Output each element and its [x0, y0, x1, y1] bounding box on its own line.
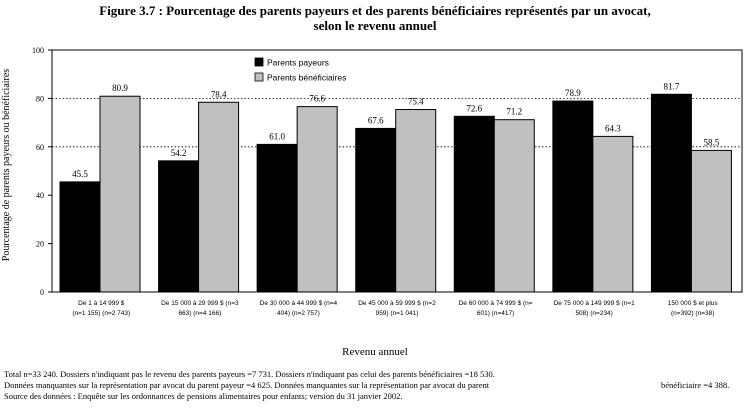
x-tick-label-1-line-2: (n=1 155) (n=2 743)	[72, 310, 130, 317]
x-tick-label-3-line-2: 404) (n=2 757)	[277, 310, 320, 317]
y-tick-label-40: 40	[36, 191, 44, 200]
footnote-missing-text: Données manquantes sur la représentation…	[4, 380, 490, 390]
data-label-beneficiaires-6: 64.3	[605, 123, 621, 133]
bar-payeurs-3	[256, 143, 298, 293]
x-tick-label-1-line-1: De 1 à 14 999 $	[78, 300, 125, 307]
y-tick-label-60: 60	[36, 143, 44, 152]
chart-title-line-1: Figure 3.7 : Pourcentage des parents pay…	[99, 3, 651, 18]
footnotes: Total n=33 240. Dossiers n'indiquant pas…	[4, 369, 746, 402]
data-label-beneficiaires-7: 58.5	[704, 137, 720, 147]
x-tick-label-6-line-2: 508) (n=234)	[575, 310, 612, 317]
data-label-beneficiaires-3: 76.6	[309, 94, 325, 104]
data-label-payeurs-5: 72.6	[466, 103, 482, 113]
bar-payeurs-6	[552, 100, 594, 293]
bar-beneficiaires-7	[690, 149, 732, 293]
bar-payeurs-2	[158, 160, 200, 293]
data-label-payeurs-6: 78.9	[565, 88, 581, 98]
data-label-beneficiaires-5: 71.2	[506, 107, 522, 117]
footnote-missing: Données manquantes sur la représentation…	[4, 380, 746, 391]
x-tick-label-7-line-2: (n=392) (n=38)	[671, 310, 714, 317]
y-tick-label-0: 0	[40, 288, 44, 297]
bar-beneficiaires-2	[198, 101, 240, 293]
bar-payeurs-4	[355, 127, 397, 293]
x-tick-label-4-line-2: 959) (n=1 041)	[376, 310, 419, 317]
x-tick-label-6-line-1: De 75 000 à 149 999 $ (n=1	[554, 300, 636, 307]
legend-label-payeurs: Parents payeurs	[267, 58, 329, 68]
x-tick-label-7-line-1: 150 000 $ et plus	[668, 300, 719, 307]
data-label-payeurs-1: 45.5	[72, 169, 88, 179]
x-tick-label-2-line-2: 663) (n=4 166)	[178, 310, 221, 317]
footnote-missing-tail: bénéficiaire =4 388.	[661, 380, 730, 390]
data-label-payeurs-2: 54.2	[171, 148, 187, 158]
x-tick-label-3-line-1: De 30 000 à 44 999 $ (n=4	[260, 300, 338, 307]
y-tick-label-20: 20	[36, 240, 44, 249]
x-tick-label-5-line-1: De 60 000 à 74 999 $ (n=	[459, 300, 533, 307]
x-tick-label-5-line-2: 601) (n=417)	[477, 310, 514, 317]
x-tick-label-4-line-1: De 45 000 à 59 999 $ (n=2	[358, 300, 436, 307]
x-axis-label: Revenu annuel	[342, 346, 408, 358]
bar-beneficiaires-3	[296, 106, 338, 293]
legend-swatch-payeurs	[254, 57, 264, 67]
data-label-payeurs-4: 67.6	[368, 115, 384, 125]
data-label-payeurs-7: 81.7	[664, 81, 680, 91]
bar-beneficiaires-1	[99, 95, 141, 293]
y-tick-label-80: 80	[36, 94, 44, 103]
x-tick-label-2-line-1: De 15 000 à 29 999 $ (n=3	[161, 300, 239, 307]
bar-beneficiaires-6	[592, 135, 634, 293]
data-label-beneficiaires-2: 78.4	[211, 89, 227, 99]
chart-title: Figure 3.7 : Pourcentage des parents pay…	[0, 3, 750, 33]
legend-swatch-beneficiaires	[254, 72, 264, 82]
data-label-beneficiaires-1: 80.9	[112, 83, 128, 93]
bar-beneficiaires-5	[493, 119, 535, 293]
bar-payeurs-1	[59, 181, 101, 293]
y-tick-label-100: 100	[32, 46, 44, 55]
legend-label-beneficiaires: Parents bénéficiaires	[267, 73, 346, 83]
data-label-beneficiaires-4: 75.4	[408, 97, 424, 107]
footnote-source: Source des données : Enquête sur les ord…	[4, 391, 403, 401]
bar-payeurs-5	[453, 115, 495, 293]
data-label-payeurs-3: 61.0	[269, 131, 285, 141]
chart-title-line-2: selon le revenu annuel	[313, 18, 437, 33]
footnote-totals: Total n=33 240. Dossiers n'indiquant pas…	[4, 369, 495, 379]
bar-chart: 0 20 40 60 80 100 45.5 80.9 De 1 à 14 999 $ (n=1 …	[32, 46, 743, 317]
bar-payeurs-7	[650, 93, 692, 293]
bar-beneficiaires-4	[395, 109, 437, 293]
